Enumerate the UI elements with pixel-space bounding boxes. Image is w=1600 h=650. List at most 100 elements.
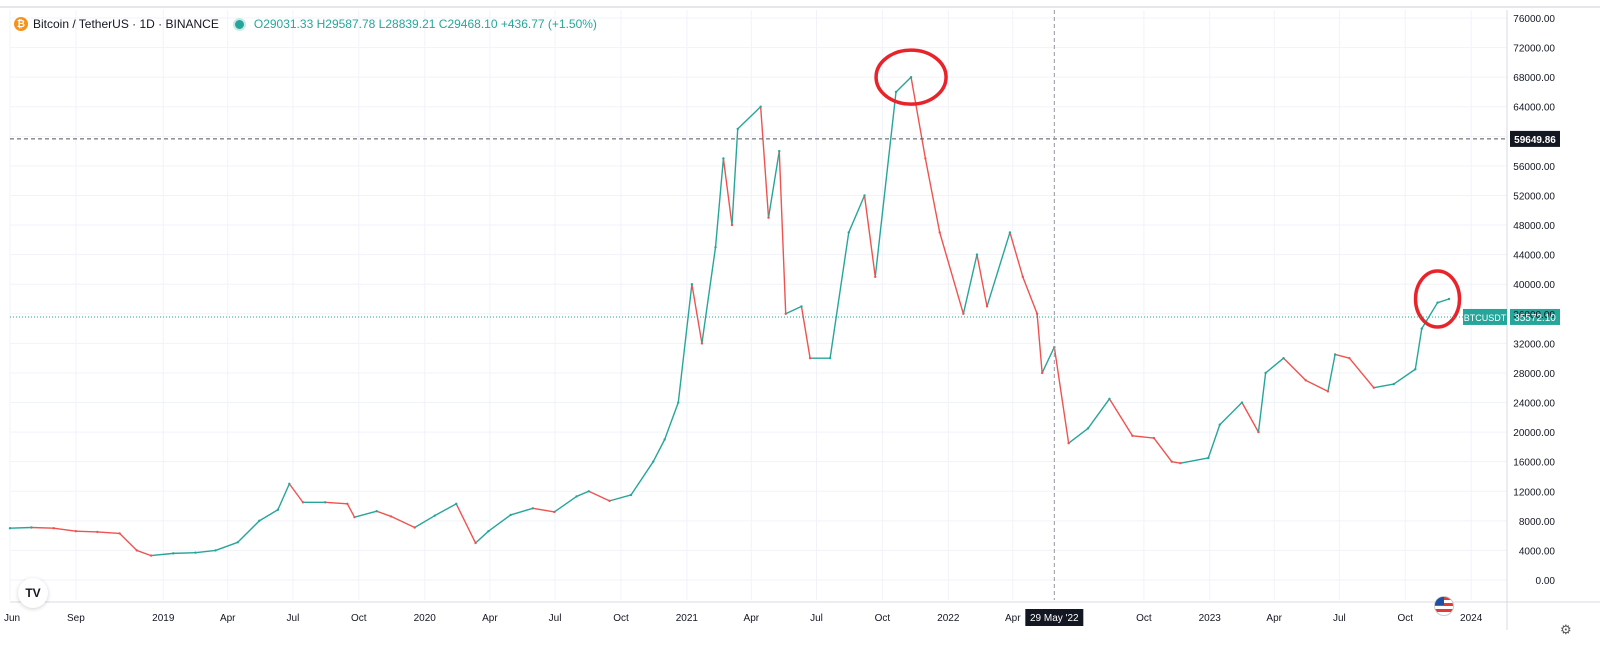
price-point [736,127,739,131]
price-point [1304,379,1307,382]
bitcoin-icon: ₿ [14,17,28,31]
price-segment [288,483,304,504]
price-segment [1009,231,1024,278]
price-point [800,305,803,308]
price-point [1264,371,1267,375]
price-segment [1053,346,1070,444]
x-tick-label: 2022 [937,613,960,624]
price-segment [1219,401,1243,426]
price-segment [1087,398,1111,430]
price-segment [1393,368,1417,385]
price-point [924,157,927,160]
price-point [236,541,239,544]
price-segment [829,231,850,359]
price-segment [691,283,703,345]
x-tick-label: Apr [1266,613,1282,624]
price-segment [722,157,733,226]
us-flag-icon[interactable] [1434,596,1454,616]
price-point [1040,371,1044,375]
y-tick-label: 64000.00 [1513,103,1555,114]
y-tick-label: 60000.00 [1513,132,1555,143]
x-tick-label: 2021 [676,613,699,624]
price-point [276,508,280,511]
price-point [894,90,898,94]
price-point [962,312,965,315]
y-tick-label: 44000.00 [1513,251,1555,262]
price-point [1086,427,1090,430]
price-segment [52,527,77,532]
price-segment [910,76,927,160]
price-segment [214,541,239,552]
y-tick-label: 68000.00 [1513,73,1555,84]
tradingview-logo-icon[interactable]: TV [18,578,48,608]
price-segment [487,514,512,532]
crosshair-date-tag [1025,609,1084,626]
price-segment [474,530,490,544]
price-segment [924,157,941,234]
price-segment [346,503,356,518]
price-point [288,482,291,486]
highlight-circle [1413,269,1462,329]
price-segment [1257,372,1267,433]
price-point [1207,456,1210,460]
price-point [1333,353,1337,356]
crosshair-price-tag [1510,130,1560,147]
price-point [690,283,694,286]
price-point [847,231,850,234]
price-segment [1108,398,1134,437]
price-point [1108,397,1111,401]
price-point [1008,231,1012,234]
x-tick-label: Jul [287,613,300,624]
price-segment [701,246,717,345]
y-tick-label: 4000.00 [1519,546,1556,557]
price-point [353,515,356,519]
price-segment [677,283,693,404]
price-point [1218,423,1221,426]
close-label: C [438,17,448,31]
price-segment [652,438,666,463]
price-point [389,515,393,518]
x-tick-label: Jun [4,613,20,624]
x-tick-label: Oct [875,613,891,624]
price-point [1170,460,1173,463]
crosshair-date-label: 29 May '22 [1030,613,1079,624]
price-segment [1022,276,1038,315]
price-segment [1171,460,1182,464]
price-point [301,501,305,504]
price-point [553,510,556,514]
price-point [1447,297,1451,301]
price-point [531,507,535,510]
price-point [1179,461,1182,465]
gear-icon[interactable]: ⚙ [1560,622,1572,637]
price-segment [96,531,121,535]
x-tick-label: Apr [1005,613,1021,624]
open-value: 29031.33 [263,17,314,31]
price-point [863,194,866,197]
symbol-legend[interactable]: ₿ Bitcoin / TetherUS · 1D · BINANCE O290… [14,14,597,34]
y-tick-label: 48000.00 [1513,221,1555,232]
price-segment [553,495,578,513]
price-point [487,529,490,533]
price-segment [800,305,811,359]
price-segment [575,490,590,498]
symbol-title[interactable]: Bitcoin / TetherUS · 1D · BINANCE [33,17,219,31]
symbol-tag [1463,308,1507,325]
x-tick-label: 2024 [1460,613,1483,624]
price-point [509,513,512,517]
price-point [1326,390,1330,393]
close-value: 29468.10 [447,17,498,31]
price-segment [1041,346,1056,374]
price-segment [1067,427,1089,444]
y-tick-label: 56000.00 [1513,162,1555,173]
x-tick-label: Apr [220,613,236,624]
price-segment [277,483,291,511]
open-label: O [253,17,264,31]
price-segment [778,150,787,315]
price-point [135,549,138,552]
price-segment [976,253,988,308]
price-segment [258,509,279,522]
x-tick-label: Oct [1136,613,1152,624]
price-segment [172,551,197,555]
